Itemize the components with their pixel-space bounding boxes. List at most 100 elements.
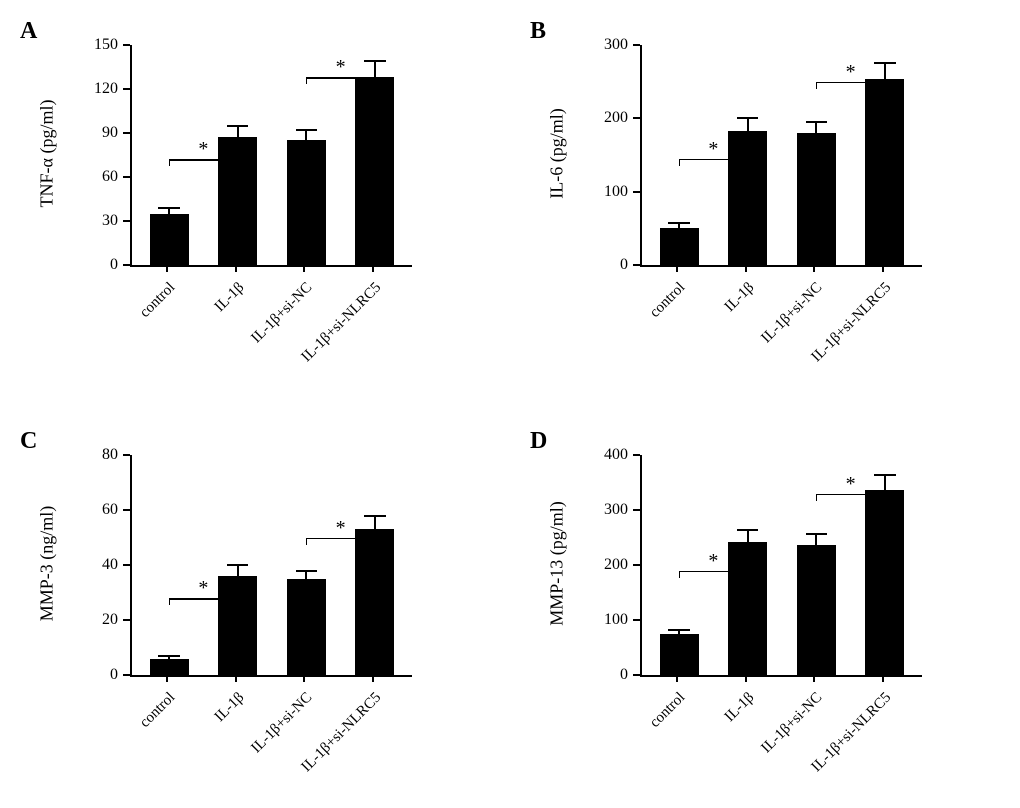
ylabel: IL-6 (pg/ml): [547, 54, 568, 254]
errorbar-cap: [158, 207, 180, 209]
sig-bracket-drop: [884, 82, 886, 89]
panel-label-a: A: [20, 18, 37, 45]
ytick-label: 60: [78, 501, 118, 519]
ytick-mark: [633, 674, 640, 676]
sig-star: *: [198, 577, 208, 600]
xtick-mark: [303, 675, 305, 682]
ytick-mark: [123, 44, 130, 46]
sig-bracket-drop: [747, 159, 749, 166]
ytick-label: 80: [78, 446, 118, 464]
errorbar-stem: [237, 126, 239, 138]
xtick-mark: [813, 675, 815, 682]
ytick-label: 0: [78, 256, 118, 274]
errorbar-stem: [747, 118, 749, 130]
errorbar-stem: [815, 122, 817, 133]
ytick-label: 200: [588, 556, 628, 574]
xtick-mark: [372, 265, 374, 272]
xtick-mark: [235, 265, 237, 272]
sig-bracket-drop: [237, 598, 239, 605]
ytick-label: 30: [78, 212, 118, 230]
xtick-mark: [813, 265, 815, 272]
bar: [355, 529, 394, 675]
xtick-label: control: [571, 689, 689, 807]
xtick-mark: [676, 675, 678, 682]
ytick-label: 150: [78, 36, 118, 54]
bar: [660, 634, 699, 675]
bar: [287, 579, 326, 675]
panel-label-b: B: [530, 18, 546, 45]
ytick-mark: [633, 454, 640, 456]
ylabel: TNF-α (pg/ml): [37, 54, 58, 254]
sig-bracket-drop: [884, 494, 886, 501]
bar: [150, 659, 189, 676]
sig-star: *: [198, 138, 208, 161]
xtick-label: control: [61, 689, 179, 807]
bar: [797, 545, 836, 675]
sig-star: *: [846, 473, 856, 496]
ytick-label: 120: [78, 80, 118, 98]
figure-root: A**0306090120150TNF-α (pg/ml)controlIL-1…: [0, 0, 1020, 808]
xtick-mark: [882, 265, 884, 272]
ytick-label: 40: [78, 556, 118, 574]
sig-bracket-drop: [169, 159, 171, 166]
bar: [218, 576, 257, 675]
xtick-label: control: [571, 279, 689, 397]
ytick-label: 90: [78, 124, 118, 142]
ytick-label: 300: [588, 501, 628, 519]
plot-area-a: **: [130, 45, 412, 267]
bar: [355, 77, 394, 265]
sig-bracket-drop: [816, 82, 818, 89]
ytick-mark: [633, 264, 640, 266]
ytick-label: 100: [588, 611, 628, 629]
ytick-mark: [123, 132, 130, 134]
sig-bracket-drop: [679, 571, 681, 578]
sig-bracket-drop: [679, 159, 681, 166]
xtick-label: IL-1β+si-NC: [198, 689, 316, 807]
ytick-mark: [123, 264, 130, 266]
ytick-mark: [633, 117, 640, 119]
errorbar-stem: [305, 130, 307, 140]
bar: [865, 79, 904, 265]
xtick-mark: [745, 675, 747, 682]
sig-bracket-drop: [306, 538, 308, 545]
errorbar-cap: [364, 515, 386, 517]
errorbar-cap: [806, 121, 828, 123]
ytick-mark: [633, 191, 640, 193]
ytick-mark: [633, 44, 640, 46]
xtick-mark: [166, 675, 168, 682]
xtick-mark: [235, 675, 237, 682]
ytick-mark: [123, 674, 130, 676]
errorbar-cap: [227, 125, 249, 127]
ytick-mark: [123, 509, 130, 511]
errorbar-cap: [296, 129, 318, 131]
sig-bracket-drop: [237, 159, 239, 166]
xtick-mark: [166, 265, 168, 272]
ytick-label: 200: [588, 109, 628, 127]
errorbar-cap: [668, 222, 690, 224]
errorbar-stem: [374, 516, 376, 530]
errorbar-cap: [227, 564, 249, 566]
xtick-mark: [676, 265, 678, 272]
errorbar-cap: [296, 570, 318, 572]
panel-label-c: C: [20, 428, 37, 455]
errorbar-cap: [874, 474, 896, 476]
ylabel: MMP-13 (pg/ml): [547, 464, 568, 664]
sig-star: *: [846, 61, 856, 84]
errorbar-cap: [737, 529, 759, 531]
ytick-label: 400: [588, 446, 628, 464]
bar: [660, 228, 699, 265]
plot-area-b: **: [640, 45, 922, 267]
errorbar-cap: [737, 117, 759, 119]
errorbar-stem: [374, 61, 376, 77]
ytick-label: 300: [588, 36, 628, 54]
errorbar-stem: [815, 534, 817, 544]
sig-bracket-drop: [374, 538, 376, 545]
ytick-mark: [123, 454, 130, 456]
plot-area-d: **: [640, 455, 922, 677]
xtick-label: IL-1β+si-NC: [708, 279, 826, 397]
bar: [728, 542, 767, 675]
bar: [797, 133, 836, 265]
ytick-mark: [123, 564, 130, 566]
xtick-mark: [882, 675, 884, 682]
xtick-mark: [745, 265, 747, 272]
